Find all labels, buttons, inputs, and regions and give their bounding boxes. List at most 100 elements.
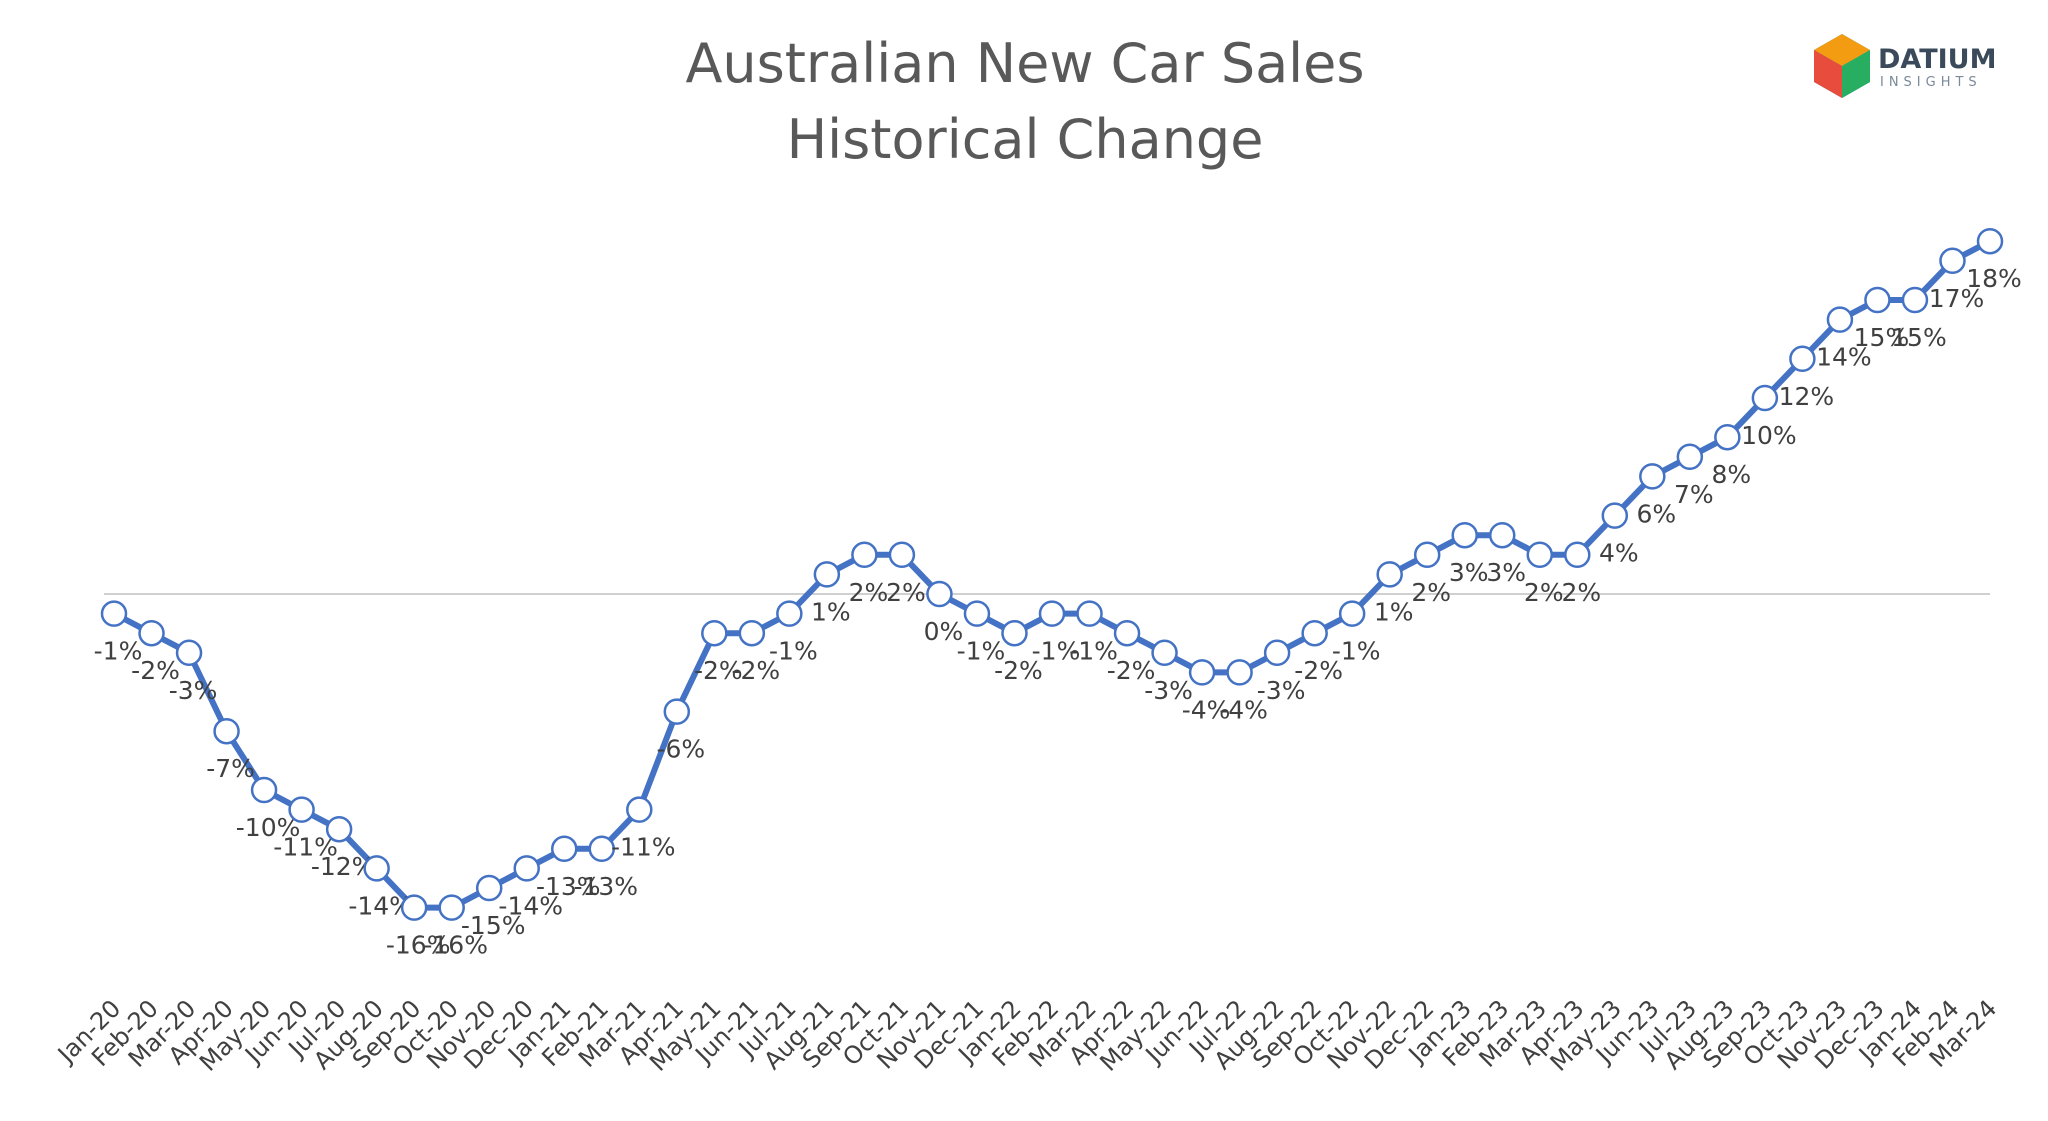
data-point <box>963 600 991 627</box>
data-label: -14% <box>498 891 563 920</box>
data-label: -1% <box>957 637 1006 666</box>
data-label: -3% <box>1144 676 1193 705</box>
data-label: -1% <box>1032 637 1081 666</box>
data-point <box>851 541 878 569</box>
data-label: -1% <box>1332 637 1381 666</box>
data-point <box>1751 384 1779 412</box>
data-point <box>1676 443 1704 471</box>
data-label: -10% <box>236 813 301 842</box>
data-point <box>1151 639 1178 667</box>
data-point <box>813 561 841 588</box>
data-label: 7% <box>1674 480 1714 509</box>
data-point <box>1639 463 1666 490</box>
data-label: -7% <box>206 754 255 783</box>
data-label: -1% <box>94 637 143 666</box>
data-label: 17% <box>1929 284 1985 313</box>
data-label: -2% <box>731 656 780 685</box>
data-label: -16% <box>386 931 451 960</box>
data-label: -16% <box>423 931 488 960</box>
logo: DATIUM INSIGHTS <box>1814 34 1996 98</box>
data-point <box>1413 541 1441 569</box>
data-point <box>1939 247 1966 275</box>
data-point <box>400 894 428 921</box>
data-label: 2% <box>1411 578 1451 607</box>
data-point <box>926 580 953 608</box>
data-label: 1% <box>811 597 851 626</box>
data-point <box>663 698 691 725</box>
data-label: 3% <box>1486 558 1526 587</box>
logo-tagline: INSIGHTS <box>1880 75 1982 90</box>
data-point <box>100 600 128 627</box>
logo-icon-left <box>1814 50 1842 98</box>
data-point <box>1526 541 1554 569</box>
data-point <box>1901 286 1929 314</box>
data-point <box>1226 659 1253 686</box>
data-point <box>1564 541 1591 569</box>
data-point <box>288 796 315 823</box>
data-label: 14% <box>1816 343 1872 372</box>
data-point <box>513 855 540 882</box>
data-point <box>1113 619 1141 647</box>
data-point <box>1601 502 1629 529</box>
data-label: -2% <box>694 656 743 685</box>
data-label: 4% <box>1599 539 1639 568</box>
data-label: 8% <box>1712 460 1752 489</box>
data-label: 10% <box>1741 421 1797 450</box>
data-point <box>1263 639 1291 667</box>
data-point <box>588 835 616 863</box>
data-point <box>738 619 766 647</box>
data-point <box>1301 619 1328 647</box>
data-label: -13% <box>536 872 601 901</box>
data-point <box>1976 227 2004 255</box>
data-label: -13% <box>573 872 638 901</box>
logo-icon-right <box>1842 50 1870 98</box>
logo-name: DATIUM <box>1878 44 1996 75</box>
data-point <box>363 855 390 882</box>
data-point <box>701 619 728 647</box>
data-label: 0% <box>924 617 964 646</box>
data-point <box>250 776 278 804</box>
data-label: 6% <box>1636 499 1676 528</box>
data-point <box>438 894 465 921</box>
data-point <box>1714 423 1741 451</box>
data-point <box>1038 600 1066 627</box>
data-point <box>138 619 165 647</box>
data-point <box>1789 345 1816 373</box>
data-point <box>325 815 353 843</box>
data-label: 2% <box>849 578 889 607</box>
data-label: 3% <box>1449 558 1489 587</box>
data-point <box>1451 521 1478 549</box>
data-label: 15% <box>1891 323 1947 352</box>
data-label: 18% <box>1966 264 2022 293</box>
data-label: -1% <box>769 637 818 666</box>
data-point <box>776 600 803 627</box>
data-point <box>1864 286 1891 314</box>
data-label: -2% <box>1294 656 1343 685</box>
data-label: 2% <box>1524 578 1564 607</box>
chart-subtitle: Historical Change <box>787 108 1264 171</box>
data-label: -2% <box>131 656 180 685</box>
chart-title: Australian New Car Sales <box>685 32 1364 95</box>
data-label: -11% <box>611 833 676 862</box>
data-point <box>1188 659 1216 686</box>
data-point <box>1826 306 1854 333</box>
data-label: -11% <box>273 833 338 862</box>
data-label: 2% <box>886 578 926 607</box>
data-point <box>1338 600 1366 627</box>
data-label: -3% <box>169 676 218 705</box>
data-label: -15% <box>461 911 526 940</box>
data-point <box>550 835 578 863</box>
data-point <box>475 874 503 902</box>
data-point <box>888 541 916 569</box>
data-point <box>175 639 203 667</box>
data-label: -3% <box>1257 676 1306 705</box>
data-label: 12% <box>1779 382 1835 411</box>
data-label: -2% <box>994 656 1043 685</box>
data-label: 1% <box>1374 597 1414 626</box>
data-label: 2% <box>1561 578 1601 607</box>
data-point <box>1376 561 1403 588</box>
data-point <box>213 717 240 745</box>
data-label: -4% <box>1182 695 1231 724</box>
